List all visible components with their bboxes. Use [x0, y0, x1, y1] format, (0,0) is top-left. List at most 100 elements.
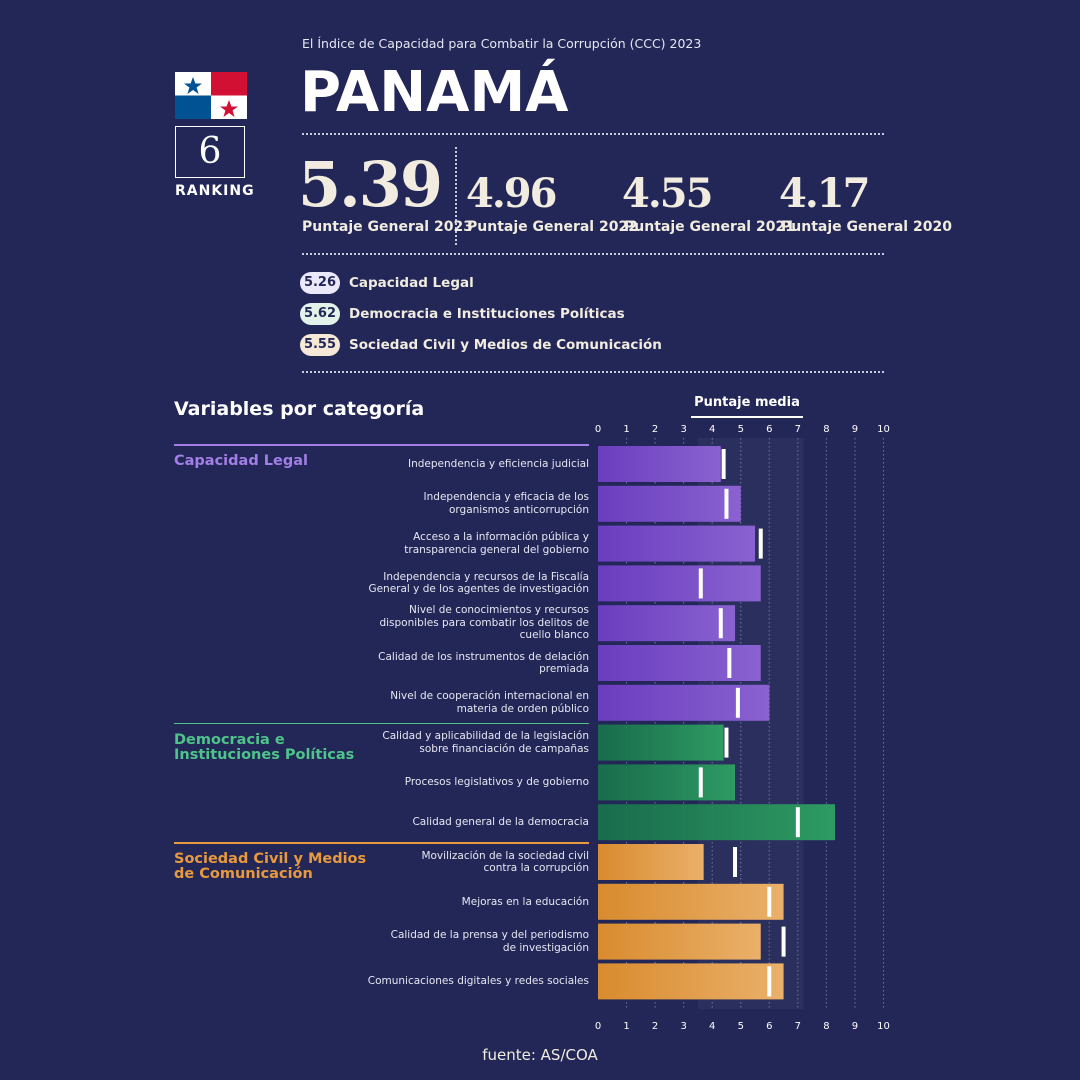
mean-marker — [698, 767, 703, 798]
bar — [598, 565, 761, 602]
gridlines — [626, 438, 884, 1010]
row-label: Calidad y aplicabilidad de la legislació… — [349, 730, 589, 755]
bar — [598, 923, 761, 960]
row-label-line: Movilización de la sociedad civil — [421, 849, 589, 862]
row-label: Calidad general de la democracia — [349, 816, 589, 829]
source-footer: fuente: AS/COA — [482, 1046, 598, 1064]
row-label: Comunicaciones digitales y redes sociale… — [349, 975, 589, 988]
score-2021-value: 4.55 — [622, 170, 713, 217]
row-label-line: Calidad y aplicabilidad de la legislació… — [382, 730, 589, 743]
bar — [598, 605, 736, 642]
score-divider — [455, 147, 457, 245]
score-2022-label: Puntaje General 2022 — [467, 219, 638, 235]
row-label-line: de investigación — [502, 941, 589, 954]
tick-bottom-4: 4 — [709, 1021, 715, 1032]
mean-band — [697, 438, 804, 1010]
tick-top-6: 6 — [766, 424, 772, 435]
tick-top-2: 2 — [652, 424, 658, 435]
tick-bottom-9: 9 — [852, 1021, 858, 1032]
row-label-line: Independencia y recursos de la Fiscalía — [383, 570, 589, 583]
bar — [598, 883, 784, 920]
tick-bottom-0: 0 — [595, 1021, 601, 1032]
ranking-value: 6 — [175, 126, 245, 178]
tick-top-0: 0 — [595, 424, 601, 435]
mean-marker — [795, 807, 800, 838]
bar — [598, 485, 741, 522]
row-label-line: Independencia y eficacia de los — [423, 491, 589, 504]
subscore-democracy-value: 5.62 — [300, 303, 340, 325]
divider-bottom — [302, 371, 884, 373]
tick-bottom-5: 5 — [738, 1021, 744, 1032]
bars — [598, 446, 835, 1000]
row-label-line: Nivel de conocimientos y recursos — [409, 604, 589, 617]
tick-top-7: 7 — [795, 424, 801, 435]
category-title: Capacidad Legal — [174, 453, 308, 469]
tick-bottom-2: 2 — [652, 1021, 658, 1032]
row-label-line: Calidad de la prensa y del periodismo — [390, 929, 589, 942]
category-divider — [174, 444, 589, 446]
mean-marker — [735, 687, 740, 718]
row-label-line: Comunicaciones digitales y redes sociale… — [367, 975, 589, 988]
score-2020-value: 4.17 — [779, 170, 870, 217]
row-label: Nivel de cooperación internacional en mat… — [349, 690, 589, 715]
row-label: Independencia y eficiencia judicial — [349, 458, 589, 471]
row-label-line: disponibles para combatir los delitos de — [379, 616, 589, 629]
score-2022-value: 4.96 — [466, 170, 557, 217]
row-label-line: sobre financiación de campañas — [419, 742, 589, 755]
mean-marker — [724, 488, 729, 519]
tick-top-1: 1 — [623, 424, 629, 435]
row-label-line: Acceso a la información pública y — [413, 531, 589, 544]
bar — [598, 764, 736, 801]
score-2023-label: Puntaje General 2023 — [302, 219, 473, 235]
row-label-line: transparencia general del gobierno — [404, 543, 589, 556]
tick-bottom-1: 1 — [623, 1021, 629, 1032]
row-label: Independencia y recursos de la Fiscalía G… — [349, 571, 589, 596]
row-label: Movilización de la sociedad civil contra … — [349, 850, 589, 875]
row-label: Acceso a la información pública y transpa… — [349, 531, 589, 556]
row-label-line: Calidad de los instrumentos de delación — [378, 650, 589, 663]
tick-bottom-10: 10 — [877, 1021, 890, 1032]
subscore-legal-value: 5.26 — [300, 272, 340, 294]
bar — [598, 844, 704, 880]
bar — [598, 446, 721, 482]
mean-marker — [721, 449, 726, 479]
country-title: PANAMÁ — [300, 60, 569, 125]
score-2021-label: Puntaje General 2021 — [624, 219, 795, 235]
tick-top-10: 10 — [877, 424, 890, 435]
legend-marker-line — [691, 416, 803, 418]
mean-marker — [698, 568, 703, 599]
category-divider — [174, 842, 589, 844]
category-divider — [174, 722, 589, 725]
bar — [598, 645, 761, 681]
row-label-line: organismos anticorrupción — [448, 503, 589, 516]
ranking-label: RANKING — [175, 183, 255, 199]
row-label-line: Procesos legislativos y de gobierno — [404, 776, 589, 789]
category-title: Sociedad Civil y Medios de Comunicación — [174, 851, 367, 882]
subscore-civil-label: Sociedad Civil y Medios de Comunicación — [349, 337, 662, 353]
mean-marker — [724, 727, 729, 758]
row-label: Independencia y eficacia de los organismo… — [349, 491, 589, 516]
divider-top — [302, 133, 884, 135]
row-label-line: General y de los agentes de investigació… — [368, 583, 589, 596]
score-2023-value: 5.39 — [298, 148, 443, 221]
legend-label: Puntaje media — [694, 395, 800, 410]
mean-marker — [758, 528, 763, 559]
mean-marker — [733, 847, 738, 877]
tick-bottom-6: 6 — [766, 1021, 772, 1032]
row-label-line: contra la corrupción — [483, 862, 589, 874]
subscore-legal-label: Capacidad Legal — [349, 275, 474, 291]
tick-top-8: 8 — [823, 424, 829, 435]
row-label: Calidad de los instrumentos de delación p… — [349, 651, 589, 676]
row-label-line: cuello blanco — [519, 629, 589, 642]
tick-top-4: 4 — [709, 424, 715, 435]
score-2020-label: Puntaje General 2020 — [781, 219, 952, 235]
subscore-democracy-label: Democracia e Instituciones Políticas — [349, 306, 625, 322]
mean-marker — [781, 926, 786, 957]
row-label-line: Nivel de cooperación internacional en — [390, 690, 589, 703]
mean-marker — [767, 886, 772, 917]
tick-bottom-7: 7 — [795, 1021, 801, 1032]
section-title: Variables por categoría — [174, 398, 425, 420]
subscore-civil-value: 5.55 — [300, 334, 340, 356]
divider-middle — [302, 253, 884, 255]
